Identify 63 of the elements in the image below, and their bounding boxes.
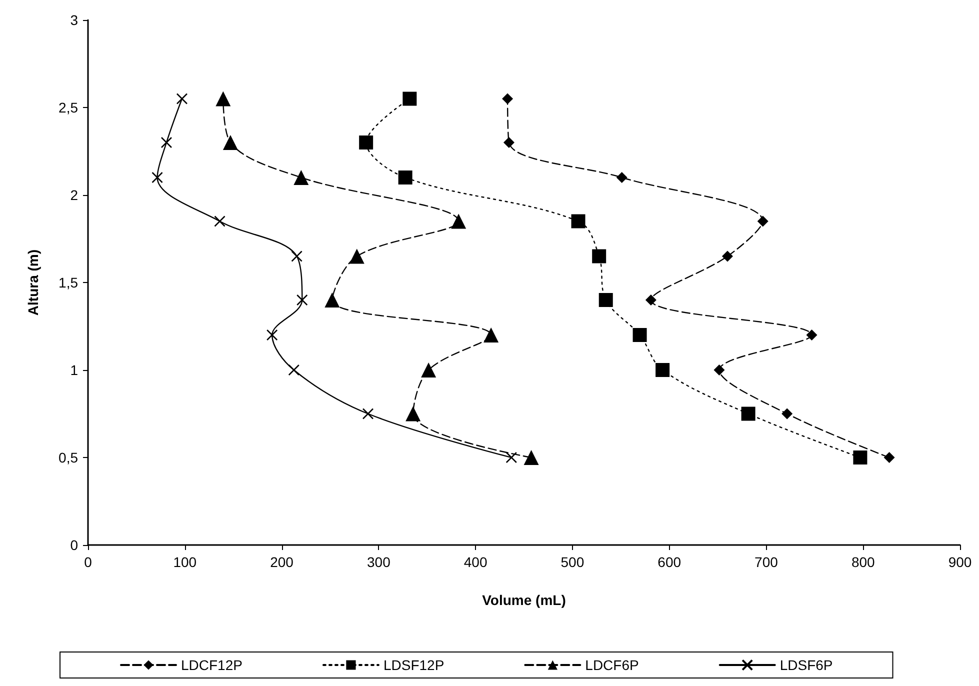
legend-label: LDCF6P [585,657,639,673]
y-tick-label: 0,5 [58,450,78,466]
point [484,328,499,342]
x-tick-label: 600 [658,554,682,570]
point [398,170,412,184]
point [451,214,466,229]
point [757,216,768,227]
x-tick-label: 500 [560,554,584,570]
point [503,137,514,148]
point [296,294,308,306]
x-tick-label: 800 [851,554,876,570]
x-tick-label: 200 [270,554,294,570]
point [598,293,613,307]
point [806,330,818,340]
point [291,250,302,262]
point [592,249,606,264]
point [714,364,725,376]
x-tick-label: 300 [366,554,391,570]
point [645,294,656,306]
point [266,329,278,341]
y-tick-label: 2,5 [58,100,78,116]
point [741,406,756,421]
x-tick-label: 100 [173,554,197,570]
legend-label: LDSF12P [383,657,444,673]
point [656,363,670,377]
point [722,250,733,262]
point [571,214,586,228]
point [349,248,364,264]
point [632,328,647,342]
point [214,216,226,227]
point [506,452,518,464]
y-tick-label: 0 [70,537,78,553]
x-tick-label: 700 [754,554,778,570]
y-tick-label: 1,5 [58,274,78,290]
point [176,93,188,104]
point [502,93,514,104]
point [884,452,895,463]
point [359,136,374,150]
point [524,450,539,465]
point [324,292,340,308]
point [222,135,238,150]
x-tick-label: 900 [948,554,972,570]
point [421,362,436,378]
point [782,408,793,420]
point [402,92,417,106]
y-axis-title: Altura (m) [25,249,41,316]
point [216,91,231,106]
x-tick-label: 400 [464,554,488,570]
y-tick-label: 3 [70,12,78,28]
point [160,136,172,148]
legend-label: LDCF12P [181,657,242,673]
point [406,406,421,422]
x-axis-title: Volume (mL) [482,592,566,608]
point [362,408,374,420]
y-tick-label: 1 [70,362,78,378]
x-tick-label: 0 [84,554,92,570]
point [616,172,628,183]
point [853,450,868,464]
legend-label: LDSF6P [780,657,833,673]
point [152,172,163,184]
point [288,364,300,376]
y-tick-label: 2 [70,187,78,203]
point [294,170,309,185]
